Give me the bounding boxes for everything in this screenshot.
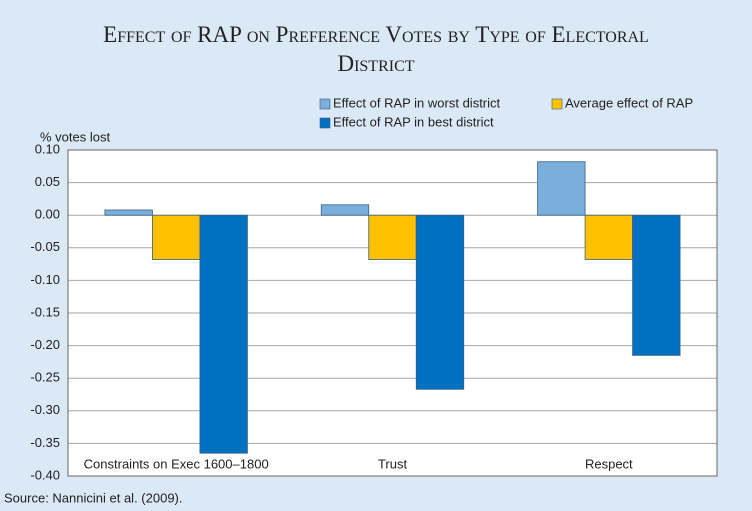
chart-title: Effect of RAP on Preference Votes by Typ…	[103, 22, 649, 76]
bar	[584, 214, 633, 260]
legend-swatch	[551, 98, 563, 110]
y-tick-label: -0.30	[30, 402, 60, 417]
y-tick-label: 0.05	[35, 174, 60, 189]
bar	[415, 214, 465, 390]
y-tick-label: -0.15	[30, 304, 60, 319]
bar	[320, 204, 370, 216]
y-tick-label: -0.20	[30, 337, 60, 352]
bar	[152, 214, 201, 260]
y-tick-label: -0.10	[30, 272, 60, 287]
y-tick-label: -0.35	[30, 435, 60, 450]
legend-swatch	[319, 98, 331, 110]
y-tick-label: -0.25	[30, 370, 60, 385]
x-tick-label: Respect	[585, 456, 633, 471]
legend-label: Average effect of RAP	[565, 95, 693, 110]
x-tick-label: Trust	[378, 456, 408, 471]
bar	[632, 214, 681, 356]
plot-border	[67, 149, 718, 477]
bar	[368, 214, 417, 260]
bar	[537, 161, 586, 216]
legend-label: Effect of RAP in worst district	[333, 95, 501, 110]
legend-swatch	[319, 117, 331, 129]
y-tick-label: 0.10	[35, 141, 60, 156]
bar	[199, 214, 248, 454]
y-tick-label: -0.40	[30, 467, 60, 482]
x-tick-label: Constraints on Exec 1600–1800	[84, 456, 269, 471]
y-axis-label: % votes lost	[40, 129, 110, 144]
bar	[104, 209, 153, 216]
source: Source: Nannicini et al. (2009).	[4, 490, 182, 505]
legend-label: Effect of RAP in best district	[333, 114, 494, 129]
y-tick-label: 0.00	[35, 207, 60, 222]
y-tick-label: -0.05	[30, 239, 60, 254]
